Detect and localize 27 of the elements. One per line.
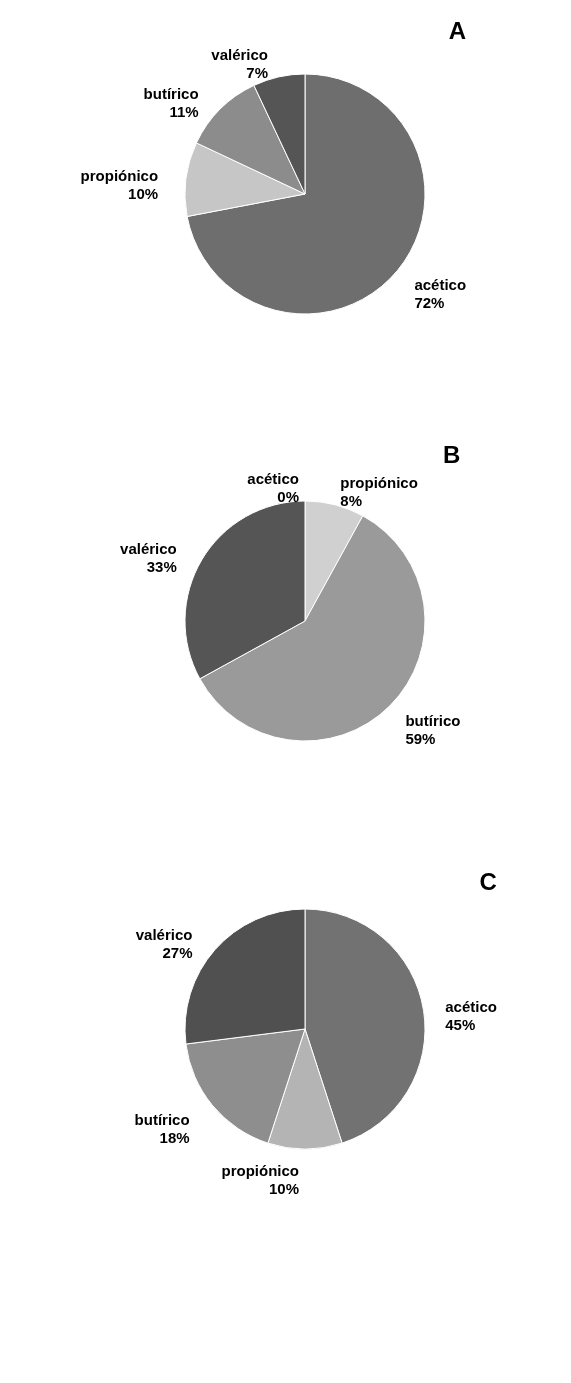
slice-label: butírico bbox=[143, 84, 199, 102]
slice-label: acético bbox=[445, 997, 497, 1015]
slice-label: valérico bbox=[135, 926, 193, 944]
slice-label: propiónico bbox=[340, 474, 418, 492]
data-label: 7% bbox=[246, 64, 269, 82]
slice-label: acético bbox=[414, 275, 467, 293]
data-label: 45% bbox=[445, 1015, 476, 1033]
data-label: 72% bbox=[414, 293, 445, 311]
slice-label: propiónico bbox=[221, 1162, 299, 1179]
text: 0% bbox=[277, 488, 299, 505]
slice-label: valérico bbox=[120, 539, 177, 557]
slice-label: butírico bbox=[405, 712, 461, 730]
data-label: 11% bbox=[169, 102, 199, 120]
slice-label: valérico bbox=[211, 46, 269, 64]
chart-title: B bbox=[443, 441, 461, 468]
data-label: 59% bbox=[405, 730, 436, 748]
category-label: acético bbox=[247, 470, 299, 487]
data-label: 10% bbox=[268, 1180, 299, 1197]
slice-label: propiónico bbox=[80, 167, 159, 185]
data-label: 33% bbox=[146, 557, 177, 575]
chart-title: A bbox=[448, 17, 467, 45]
data-label: 18% bbox=[159, 1128, 190, 1146]
data-label: 8% bbox=[340, 492, 362, 510]
data-label: 27% bbox=[162, 944, 193, 962]
chart-title: C bbox=[479, 868, 497, 895]
slice-label: butírico bbox=[134, 1110, 190, 1128]
data-label: 10% bbox=[128, 185, 159, 203]
